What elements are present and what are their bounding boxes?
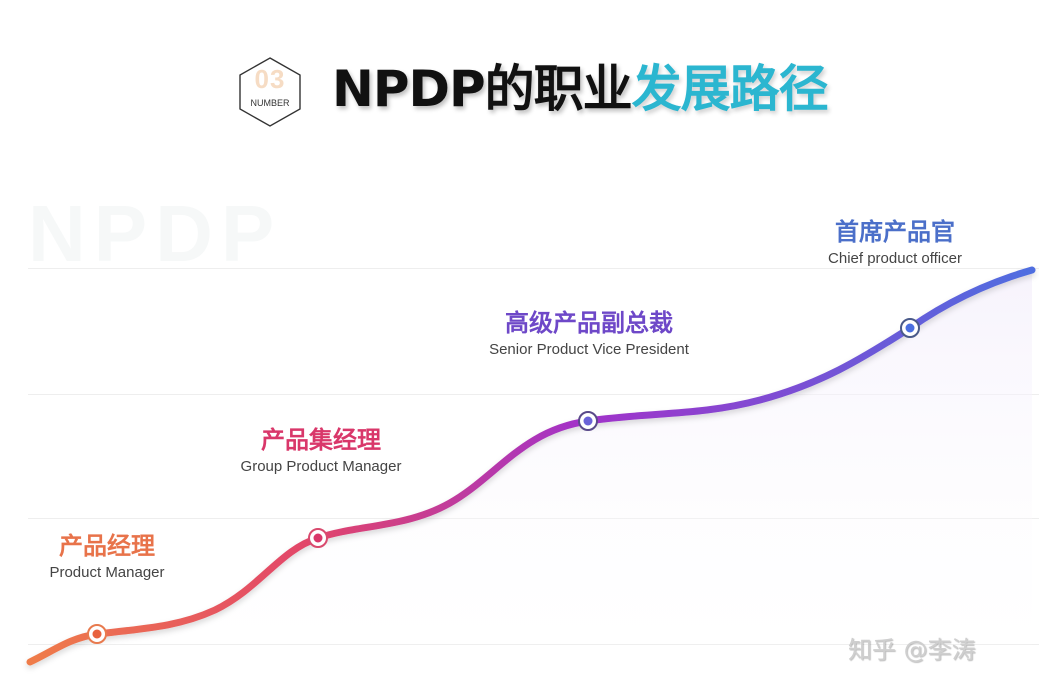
stage-cn: 高级产品副总裁: [505, 309, 673, 337]
milestone-marker-1: [87, 624, 107, 644]
stage-cn: 产品集经理: [261, 426, 381, 454]
milestone-marker-4: [900, 318, 920, 338]
stage-en: Senior Product Vice President: [489, 341, 689, 358]
stage-label-chief-product-officer: 首席产品官 Chief product officer: [806, 217, 984, 269]
page-title: NPDP的职业发展路径: [332, 56, 829, 126]
stage-cn: 首席产品官: [835, 218, 955, 246]
stage-en: Product Manager: [49, 564, 165, 581]
stage-label-group-product-manager: 产品集经理 Group Product Manager: [216, 425, 426, 477]
header: 03 NUMBER NPDP的职业发展路径: [0, 0, 1039, 150]
stage-en: Chief product officer: [828, 250, 962, 267]
stage-label-senior-vp: 高级产品副总裁 Senior Product Vice President: [462, 308, 716, 360]
milestone-marker-3: [578, 411, 598, 431]
hexagon-icon: [239, 57, 301, 127]
number-badge: 03 NUMBER: [234, 56, 306, 128]
background-watermark: NPDP: [28, 189, 283, 278]
title-dark: NPDP的职业: [332, 60, 633, 118]
grid-line: [28, 268, 1039, 269]
stage-en: Group Product Manager: [240, 458, 402, 475]
zhihu-watermark: 知乎 @李涛: [848, 636, 976, 664]
stage-label-product-manager: 产品经理 Product Manager: [40, 531, 174, 583]
badge-number: 03: [254, 64, 286, 94]
milestone-marker-2: [308, 528, 328, 548]
title-accent: 发展路径: [631, 60, 829, 118]
career-curve: [26, 266, 1036, 666]
area-fill: [30, 270, 1032, 690]
grid-line: [28, 394, 1039, 395]
stage-cn: 产品经理: [59, 532, 155, 560]
badge-label: NUMBER: [250, 98, 290, 108]
